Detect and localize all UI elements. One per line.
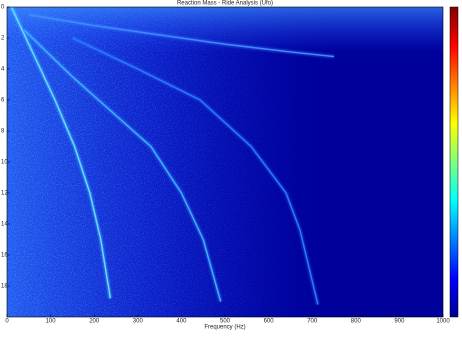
x-axis-label: Frequency (Hz) — [204, 325, 245, 331]
x-tick-label: 1000 — [436, 319, 450, 325]
ridge-line — [23, 29, 222, 302]
ridge-line — [72, 37, 319, 305]
x-tick-label: 300 — [133, 319, 144, 325]
x-tick-label: 800 — [351, 319, 362, 325]
y-tick-label: 16 — [1, 253, 8, 259]
y-tick-label: 2 — [1, 36, 5, 42]
y-tick-label: 0 — [1, 5, 5, 11]
x-tick-label: 0 — [5, 319, 9, 325]
background-noise — [7, 7, 443, 317]
chart-title: Reaction Mass - Ride Analysis (Ufo) — [177, 1, 273, 7]
ridges — [9, 7, 335, 306]
y-tick-label: 4 — [1, 67, 5, 73]
y-tick-label: 6 — [1, 98, 5, 104]
ridge-line — [10, 7, 112, 299]
x-tick-label: 500 — [220, 319, 231, 325]
x-tick-label: 900 — [394, 319, 405, 325]
x-tick-label: 200 — [89, 319, 100, 325]
y-tick-label: 18 — [1, 284, 8, 290]
y-tick-label: 10 — [1, 160, 8, 166]
ridge-line — [28, 14, 335, 58]
x-tick-label: 400 — [176, 319, 187, 325]
x-tick-label: 700 — [307, 319, 318, 325]
y-tick-label: 14 — [1, 222, 8, 228]
y-tick-label: 8 — [1, 129, 5, 135]
colorbar — [449, 6, 459, 318]
x-tick-label: 100 — [46, 319, 57, 325]
x-tick-label: 600 — [264, 319, 275, 325]
y-tick-label: 12 — [1, 191, 8, 197]
